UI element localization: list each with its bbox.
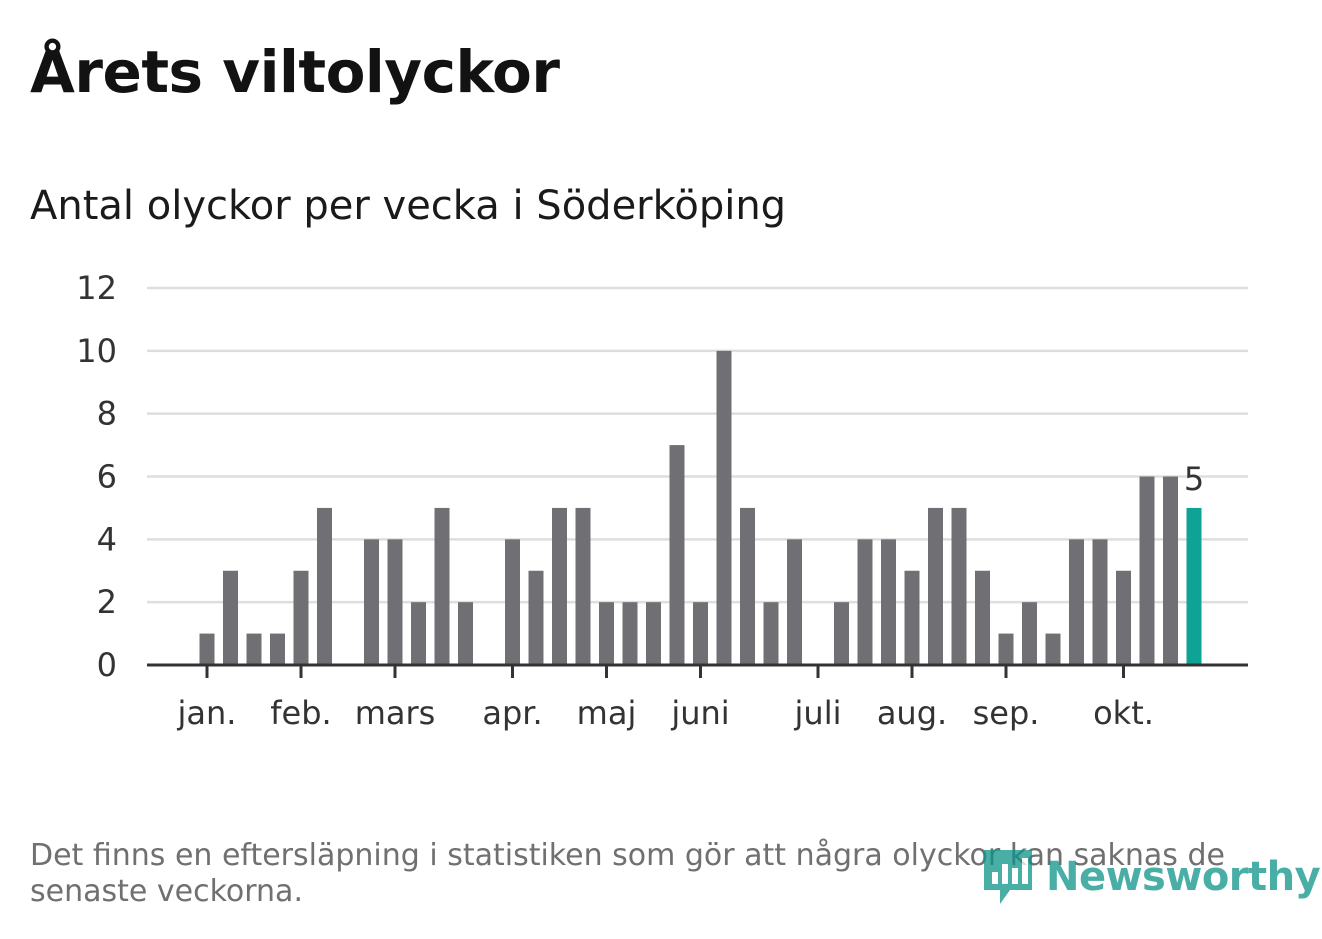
bar [740, 507, 755, 665]
bar [1045, 633, 1061, 665]
newsworthy-logo: Newsworthy [980, 846, 1321, 908]
y-tick-label: 10 [76, 332, 117, 370]
bar [1163, 476, 1178, 665]
bar [787, 539, 802, 665]
bar [411, 602, 426, 665]
x-tick-label: juni [670, 694, 729, 732]
bar [199, 633, 215, 665]
y-tick-label: 8 [97, 395, 117, 433]
x-tick-label: juli [794, 694, 842, 732]
bar [834, 602, 849, 665]
bar [223, 570, 238, 665]
last-value-label: 5 [1184, 460, 1204, 498]
x-tick-label: jan. [177, 694, 237, 732]
bar [904, 570, 920, 665]
chart-title: Årets viltolyckor [30, 38, 560, 106]
chart-subtitle: Antal olyckor per vecka i Söderköping [30, 183, 787, 229]
bar [1022, 602, 1037, 665]
bar-chart-speech-bubble-icon [984, 850, 1032, 904]
bar [387, 539, 403, 665]
bars [199, 350, 1202, 665]
bar [458, 602, 473, 665]
logo-text: Newsworthy [1046, 854, 1321, 900]
y-tick-label: 2 [97, 583, 117, 621]
bar [622, 602, 638, 665]
bar [1186, 507, 1202, 665]
bar [317, 507, 332, 665]
bar [763, 602, 779, 665]
bar [434, 507, 450, 665]
x-tick-label: sep. [973, 694, 1040, 732]
bar [669, 445, 685, 665]
y-tick-label: 4 [97, 520, 117, 558]
y-tick-label: 12 [76, 269, 117, 307]
bar [505, 539, 520, 665]
bar-chart: 0 2 4 6 8 10 12 jan. feb. mars apr. maj juni juli aug… [76, 269, 1248, 732]
bar [881, 539, 896, 665]
annotations: 5 [1184, 460, 1204, 498]
bar [975, 570, 990, 665]
bar [693, 602, 708, 665]
x-tick-label: okt. [1093, 694, 1154, 732]
bar [1116, 570, 1131, 665]
bar [998, 633, 1014, 665]
bar [646, 602, 661, 665]
x-axis: jan. feb. mars apr. maj juni juli aug. sep. okt. [147, 663, 1248, 732]
bar [928, 507, 943, 665]
bar [951, 507, 967, 665]
bar [293, 570, 309, 665]
bar [1139, 476, 1155, 665]
bar [1092, 539, 1108, 665]
bar [857, 539, 873, 665]
x-tick-label: aug. [877, 694, 947, 732]
y-axis-ticks: 0 2 4 6 8 10 12 [76, 269, 117, 684]
x-tick-label: feb. [270, 694, 331, 732]
y-tick-label: 0 [97, 646, 117, 684]
x-tick-label: maj [577, 694, 637, 732]
y-tick-label: 6 [97, 458, 117, 496]
bar [716, 350, 732, 665]
bar [246, 633, 262, 665]
bar [528, 570, 544, 665]
bar [575, 507, 591, 665]
x-tick-label: apr. [482, 694, 542, 732]
x-tick-label: mars [355, 694, 436, 732]
bar [364, 539, 379, 665]
bar [599, 602, 614, 665]
bar [1069, 539, 1084, 665]
bar [552, 507, 567, 665]
bar [270, 633, 285, 665]
